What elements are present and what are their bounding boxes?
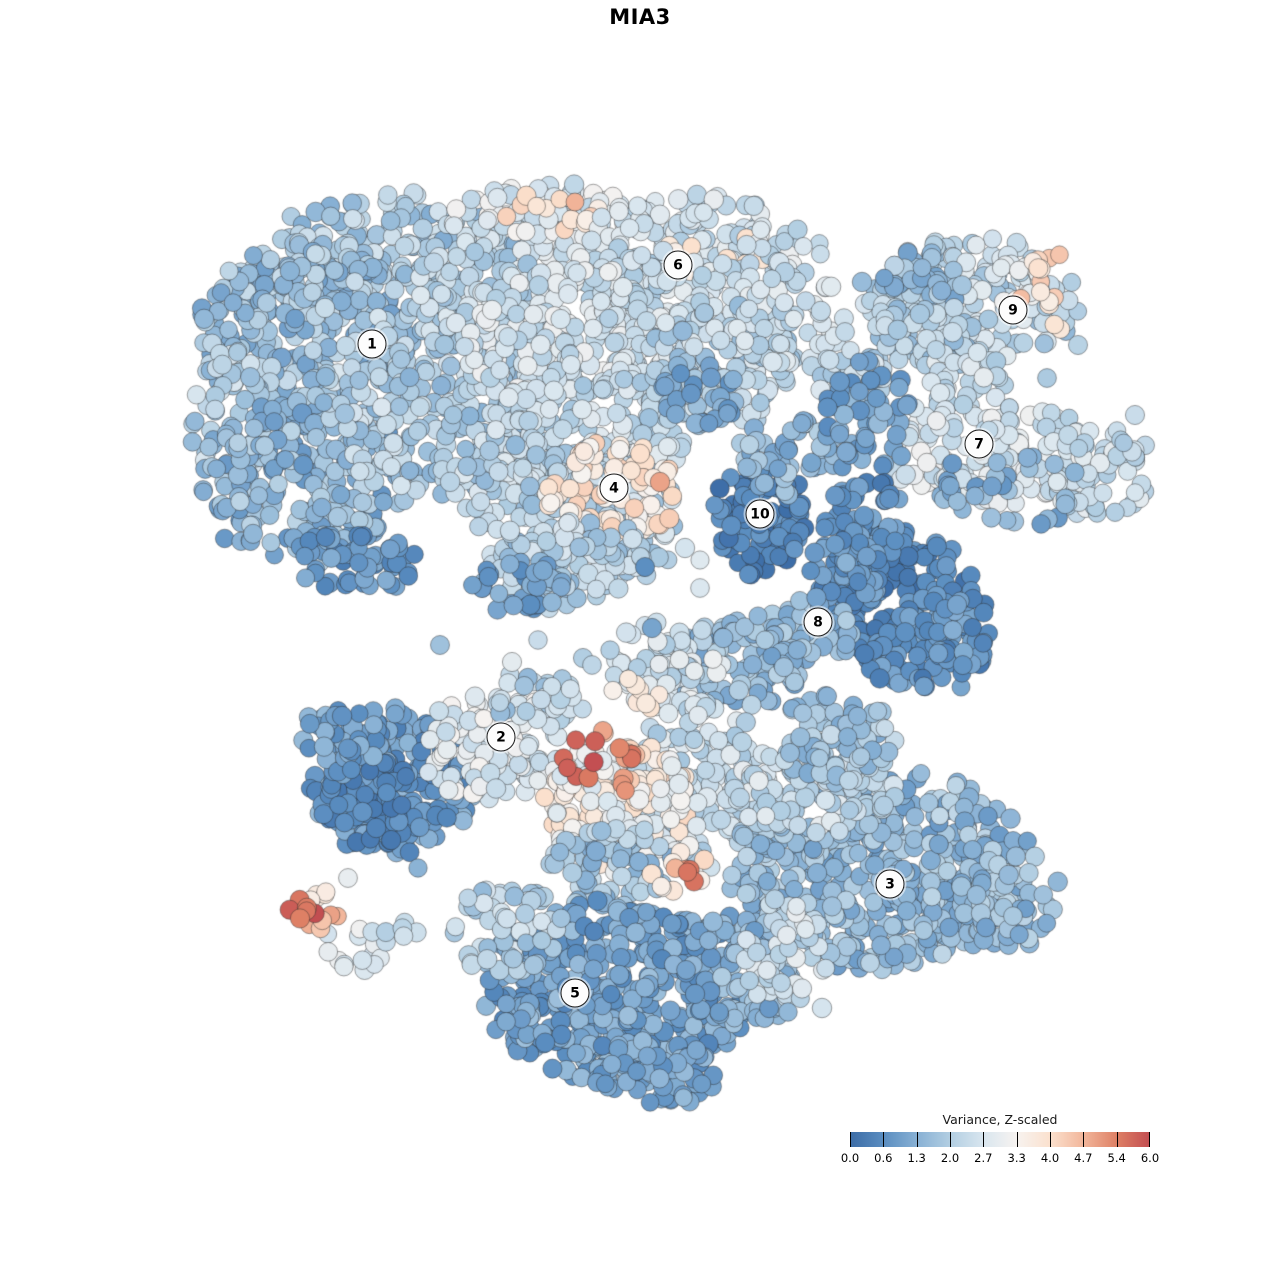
cluster-label-5: 5 (560, 978, 590, 1008)
colorbar-tick-labels: 0.0 0.6 1.3 2.0 2.7 3.3 4.0 4.7 5.4 6.0 (841, 1151, 1159, 1169)
colorbar-tick-mark (1016, 1132, 1018, 1147)
cluster-label-9: 9 (998, 295, 1028, 325)
cluster-label-7: 7 (964, 429, 994, 459)
colorbar-tick-mark (1116, 1132, 1118, 1147)
colorbar-tick-mark (883, 1132, 885, 1147)
colorbar-tick-label: 1.3 (907, 1151, 926, 1165)
colorbar-tick-label: 2.0 (940, 1151, 960, 1165)
colorbar-tick-label: 3.3 (1007, 1151, 1026, 1165)
colorbar-tick-mark (1149, 1132, 1150, 1147)
colorbar-tick-label: 0.6 (874, 1151, 893, 1165)
cluster-label-2: 2 (486, 722, 516, 752)
colorbar-tick-mark (983, 1132, 985, 1147)
colorbar-tick-label: 6.0 (1140, 1151, 1160, 1165)
colorbar-gradient (850, 1132, 1150, 1147)
cluster-label-3: 3 (875, 869, 905, 899)
colorbar-tick-label: 2.7 (974, 1151, 993, 1165)
colorbar-tick-mark (1050, 1132, 1051, 1147)
cluster-label-6: 6 (663, 250, 693, 280)
colorbar-tick-mark (1083, 1132, 1085, 1147)
colorbar-tick-label: 5.4 (1107, 1151, 1126, 1165)
colorbar-legend: Variance, Z-scaled 0.0 0.6 1.3 2.0 2.7 3.3 4.0… (841, 1112, 1159, 1169)
colorbar-tick-mark (950, 1132, 951, 1147)
cluster-label-1: 1 (357, 329, 387, 359)
colorbar-title: Variance, Z-scaled (942, 1112, 1058, 1127)
cluster-label-4: 4 (599, 473, 629, 503)
colorbar-tick-label: 4.0 (1040, 1151, 1060, 1165)
colorbar-tick-mark (916, 1132, 918, 1147)
colorbar-tick-mark (850, 1132, 851, 1147)
colorbar-tick-label: 0.0 (840, 1151, 860, 1165)
colorbar-tick-label: 4.7 (1074, 1151, 1093, 1165)
cluster-label-8: 8 (803, 607, 833, 637)
cluster-label-10: 10 (745, 499, 775, 529)
